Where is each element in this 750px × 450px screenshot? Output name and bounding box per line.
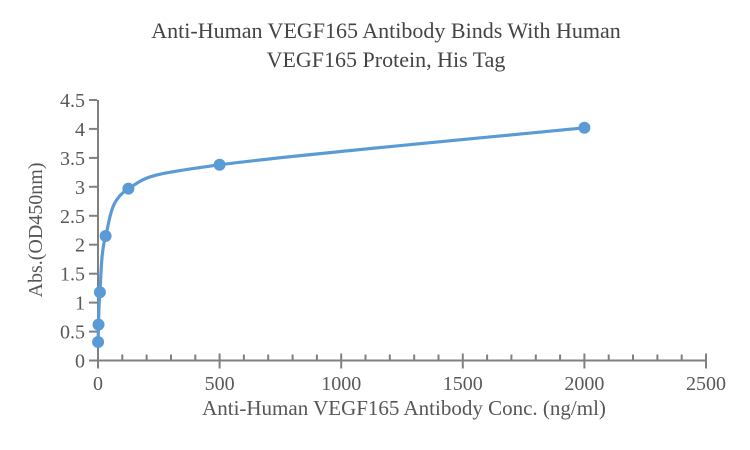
data-point-marker [92,318,105,331]
x-tick-label: 1000 [321,373,361,395]
y-tick-label: 3.5 [60,148,85,170]
x-tick-label: 2500 [686,373,726,395]
y-tick-label: 4.5 [60,90,85,112]
x-tick-label: 1500 [443,373,483,395]
series-line [96,126,586,344]
chart-title-line2: VEGF165 Protein, His Tag [266,47,506,72]
chart-title-line1: Anti-Human VEGF165 Antibody Binds With H… [151,18,621,43]
data-point-marker [92,336,105,348]
y-tick-label: 0.5 [60,322,85,344]
x-tick-label: 0 [93,373,103,395]
data-point-marker [99,230,112,242]
x-tick-label: 2000 [564,373,604,395]
x-axis-title: Anti-Human VEGF165 Antibody Conc. (ng/ml… [202,396,606,420]
y-tick-label: 2 [75,235,85,257]
y-tick-label: 1.5 [60,264,85,286]
y-tick-label: 3 [75,177,85,199]
data-point-marker [213,158,226,171]
x-tick-label: 500 [205,373,235,395]
data-point-marker [578,121,591,134]
y-tick-label: 0 [75,351,85,373]
y-tick-label: 1 [75,293,85,315]
y-tick-label: 2.5 [60,206,85,228]
data-point-marker [122,182,135,195]
y-tick-label: 4 [75,119,85,141]
data-point-marker [93,286,106,299]
chart-title: Anti-Human VEGF165 Antibody Binds With H… [11,16,750,74]
